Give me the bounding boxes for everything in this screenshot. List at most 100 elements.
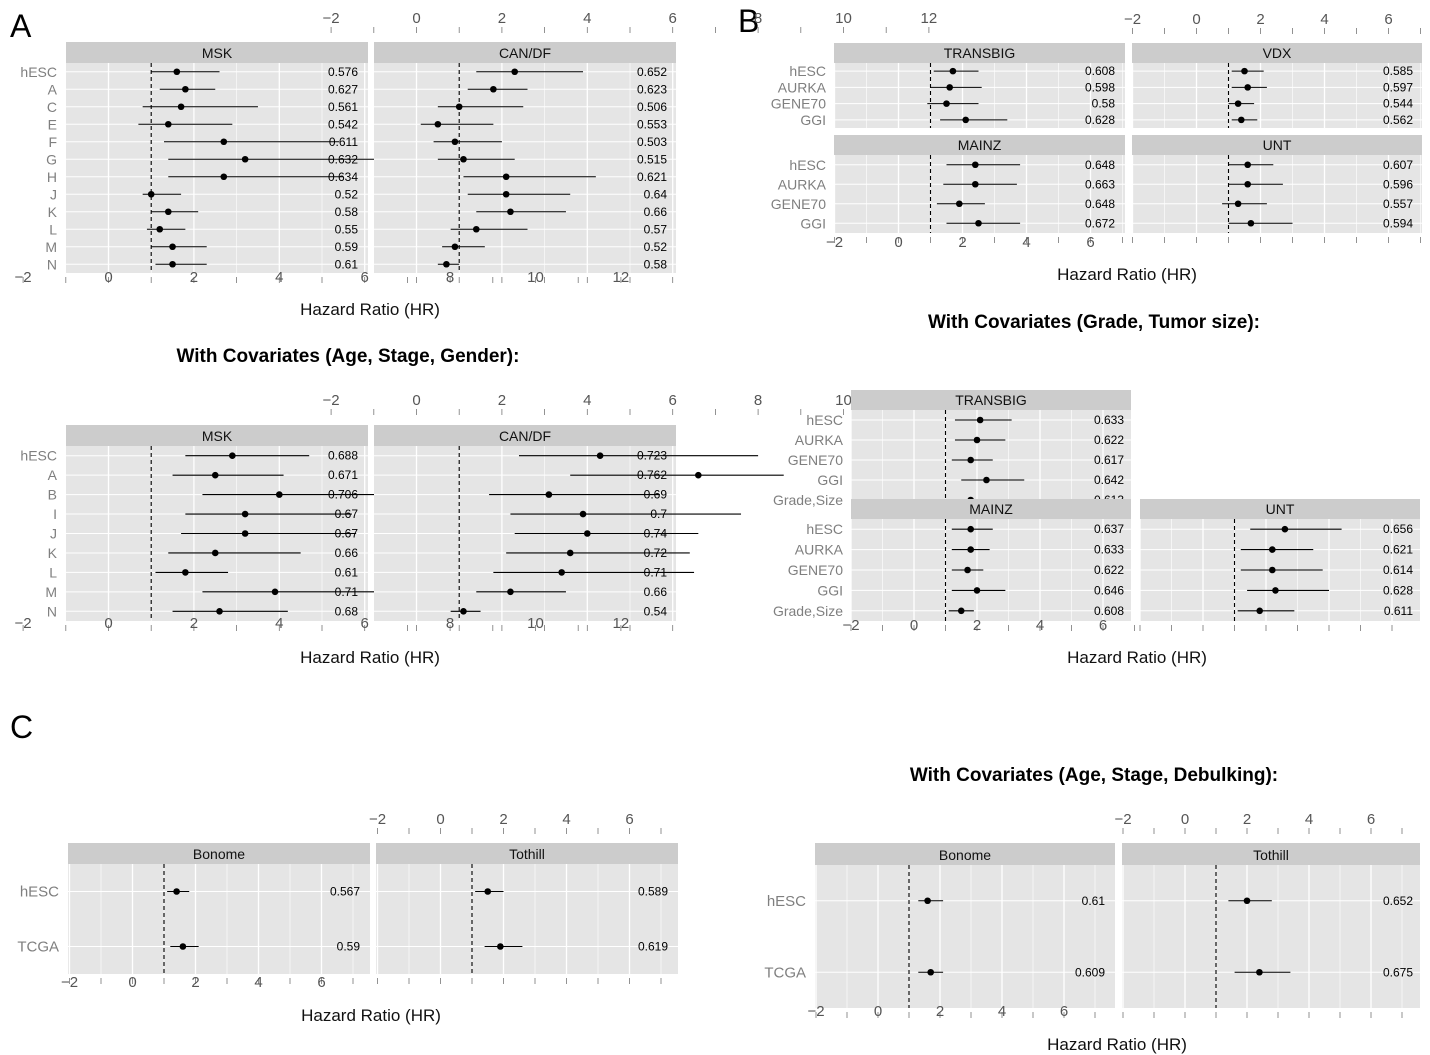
hazard-ratio-point	[451, 243, 459, 251]
hazard-ratio-point	[972, 180, 979, 188]
hazard-ratio-point	[177, 103, 185, 111]
auc-label: 0.66	[644, 585, 668, 599]
hazard-ratio-point	[973, 436, 981, 444]
x-tick-label: −2	[15, 269, 32, 286]
auc-label: 0.622	[1094, 433, 1124, 447]
facet-strip	[834, 135, 1125, 155]
hazard-ratio-point	[241, 155, 249, 163]
auc-label: 0.628	[1383, 583, 1413, 597]
x-tick-label: 0	[128, 974, 136, 991]
auc-label: 0.633	[1094, 543, 1124, 557]
hazard-ratio-point	[173, 68, 181, 76]
x-tick-label: 0	[436, 811, 444, 828]
plot-panel-background	[66, 63, 368, 273]
row-label: hESC	[806, 521, 843, 537]
plot-panel-background	[1132, 63, 1422, 128]
row-label: TCGA	[17, 939, 59, 956]
x-tick-label: 8	[446, 269, 454, 286]
hazard-ratio-point	[460, 607, 467, 615]
hazard-ratio-point	[558, 569, 565, 576]
hazard-ratio-point	[182, 569, 189, 576]
x-tick-label: 10	[527, 269, 544, 286]
hazard-ratio-point	[507, 208, 514, 216]
row-label: A	[48, 81, 58, 97]
plot-panel-background	[1132, 155, 1422, 233]
row-label: hESC	[20, 64, 57, 80]
hazard-ratio-point	[1244, 84, 1251, 91]
hazard-ratio-point	[1256, 607, 1263, 615]
facet-label: UNT	[1263, 137, 1292, 153]
row-label: A	[48, 467, 58, 483]
auc-label: 0.609	[1075, 965, 1105, 979]
hazard-ratio-point	[983, 476, 990, 484]
x-tick-label: −2	[61, 974, 78, 991]
x-tick-label: 0	[412, 10, 420, 27]
row-label: AURKA	[795, 432, 844, 448]
facet-strip	[66, 425, 368, 446]
x-tick-label: 0	[104, 615, 112, 632]
x-tick-label: 4	[1036, 617, 1044, 634]
row-label: M	[45, 584, 57, 600]
x-tick-label: 4	[275, 269, 283, 286]
facet-strip	[66, 42, 368, 63]
hazard-ratio-point	[1247, 219, 1255, 227]
hazard-ratio-point	[472, 225, 480, 233]
x-tick-label: 6	[361, 615, 369, 632]
x-tick-label: −2	[842, 617, 859, 634]
facet-label: UNT	[1266, 501, 1295, 517]
x-tick-label: 6	[361, 269, 369, 286]
hazard-ratio-point	[946, 84, 953, 91]
auc-label: 0.608	[1085, 64, 1115, 78]
row-label: L	[49, 221, 57, 237]
x-axis-label: Hazard Ratio (HR)	[300, 300, 440, 319]
auc-label: 0.61	[335, 257, 359, 271]
row-label: hESC	[806, 412, 843, 428]
hazard-ratio-point	[1243, 897, 1251, 905]
hazard-ratio-point	[434, 120, 442, 128]
x-tick-label: 6	[669, 10, 677, 27]
hazard-ratio-point	[566, 549, 574, 557]
facet-strip	[68, 843, 370, 864]
row-label: GENE70	[771, 196, 826, 212]
covariate-title-c: With Covariates (Age, Stage, Debulking):	[910, 765, 1278, 786]
row-label: GENE70	[788, 562, 843, 578]
auc-label: 0.561	[328, 100, 358, 114]
auc-label: 0.594	[1383, 216, 1413, 230]
row-label: Grade,Size	[773, 492, 843, 508]
hazard-ratio-point	[169, 243, 176, 251]
facet-label: MAINZ	[969, 501, 1013, 517]
auc-label: 0.634	[328, 170, 358, 184]
hazard-ratio-point	[1241, 67, 1248, 75]
row-label: hESC	[767, 893, 806, 910]
x-tick-label: 4	[998, 1003, 1006, 1020]
x-tick-label: −2	[1124, 11, 1141, 28]
hazard-ratio-point	[502, 190, 510, 198]
hazard-ratio-point	[511, 68, 519, 76]
x-tick-label: 4	[1022, 234, 1030, 251]
auc-label: 0.503	[637, 135, 667, 149]
x-tick-label: 0	[1192, 11, 1200, 28]
plot-panel-background	[1122, 865, 1420, 1008]
auc-label: 0.67	[335, 507, 359, 521]
x-tick-label: −2	[807, 1003, 824, 1020]
x-axis-label: Hazard Ratio (HR)	[1057, 265, 1197, 284]
hazard-ratio-point	[164, 208, 172, 216]
plot-panel-background	[68, 864, 370, 974]
auc-label: 0.506	[637, 100, 667, 114]
auc-label: 0.648	[1085, 197, 1115, 211]
hazard-ratio-point	[973, 587, 981, 594]
hazard-ratio-point	[147, 190, 155, 198]
x-tick-label: 6	[1086, 234, 1094, 251]
auc-label: 0.67	[335, 527, 359, 541]
hazard-ratio-point	[1272, 587, 1279, 594]
auc-label: 0.61	[1082, 894, 1106, 908]
row-label: GENE70	[771, 96, 826, 112]
hazard-ratio-point	[164, 120, 172, 128]
auc-label: 0.663	[1085, 177, 1115, 191]
facet-strip	[1122, 843, 1420, 865]
auc-label: 0.617	[1094, 453, 1124, 467]
facet-strip	[374, 42, 676, 63]
auc-label: 0.567	[330, 885, 360, 899]
x-tick-label: 6	[1060, 1003, 1068, 1020]
